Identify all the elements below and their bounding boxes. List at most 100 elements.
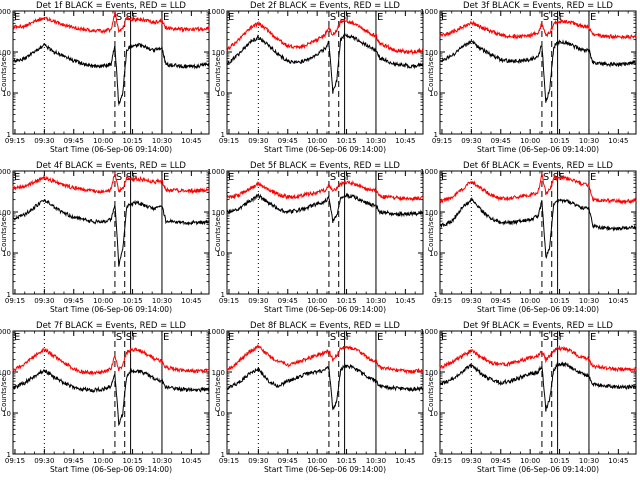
- data-point: [130, 19, 132, 21]
- data-point: [623, 369, 625, 370]
- data-point: [118, 190, 120, 192]
- data-point: [165, 366, 167, 368]
- data-point: [510, 60, 511, 62]
- time-marker-label: E: [590, 12, 596, 23]
- data-point: [490, 379, 492, 381]
- data-point: [422, 63, 424, 65]
- chart-panel: Det 5f BLACK = Events, RED = LLD 1 10 100 10…: [207, 161, 424, 314]
- data-point: [461, 208, 462, 210]
- plot-frame: [226, 330, 424, 455]
- data-point: [580, 373, 582, 375]
- time-marker-label: S: [116, 12, 122, 23]
- series-line: [439, 196, 637, 259]
- x-tick-label: 09:30: [248, 457, 268, 465]
- plot-frame: [439, 330, 637, 455]
- data-point: [572, 352, 574, 353]
- x-tick-label: 10:00: [93, 297, 113, 305]
- data-point: [53, 355, 55, 357]
- data-point: [461, 356, 462, 357]
- x-tick-label: 09:15: [432, 297, 452, 305]
- data-point: [529, 59, 531, 61]
- data-point: [541, 44, 543, 46]
- y-tick-label: 1000: [420, 168, 438, 176]
- data-point: [557, 200, 558, 201]
- data-point: [83, 189, 84, 191]
- time-marker-label: S: [340, 172, 346, 183]
- data-point: [161, 20, 163, 22]
- data-point: [328, 366, 330, 368]
- data-point: [344, 20, 345, 22]
- x-tick-label: 10:00: [520, 457, 540, 465]
- data-point: [92, 372, 94, 374]
- data-point: [635, 200, 637, 201]
- data-point: [565, 42, 566, 43]
- series-line: [226, 179, 424, 202]
- data-point: [359, 26, 361, 28]
- y-tick-label: 1000: [0, 8, 11, 16]
- data-point: [63, 24, 65, 26]
- x-axis-label: Start Time (06-Sep-06 09:14:00): [477, 305, 599, 314]
- data-point: [238, 361, 240, 362]
- y-tick-label: 10: [2, 90, 11, 98]
- x-tick-label: 09:15: [219, 457, 239, 465]
- data-point: [439, 225, 441, 227]
- data-point: [34, 375, 35, 377]
- data-point: [287, 211, 289, 213]
- y-tick-label: 10: [429, 90, 438, 98]
- time-marker-label: F: [132, 332, 138, 343]
- data-point: [422, 387, 424, 389]
- data-point: [34, 206, 35, 208]
- data-point: [580, 356, 582, 358]
- data-point: [114, 203, 116, 205]
- data-point: [161, 46, 163, 48]
- data-point: [490, 30, 492, 32]
- data-point: [623, 387, 625, 388]
- data-point: [352, 366, 353, 368]
- data-point: [153, 181, 155, 183]
- data-point: [181, 190, 182, 192]
- y-tick-label: 1000: [207, 328, 225, 336]
- data-point: [367, 203, 369, 205]
- x-tick-label: 10:30: [366, 137, 386, 145]
- x-tick-label: 10:00: [307, 297, 327, 305]
- data-point: [208, 189, 210, 191]
- data-point: [43, 349, 45, 351]
- data-point: [519, 60, 521, 62]
- x-tick-label: 10:15: [336, 297, 356, 305]
- data-point: [145, 46, 147, 48]
- x-tick-label: 10:30: [579, 137, 599, 145]
- data-point: [165, 220, 167, 222]
- data-point: [451, 55, 453, 57]
- data-point: [267, 189, 269, 191]
- data-point: [332, 409, 334, 411]
- data-point: [114, 12, 116, 14]
- x-tick-label: 10:00: [520, 137, 540, 145]
- data-point: [565, 200, 566, 201]
- series-line: [12, 347, 210, 376]
- series-line: [226, 32, 424, 94]
- data-point: [63, 212, 65, 214]
- data-point: [181, 65, 182, 67]
- data-point: [43, 44, 45, 46]
- data-point: [451, 197, 453, 199]
- x-tick-label: 09:30: [248, 137, 268, 145]
- time-marker-label: F: [559, 12, 565, 23]
- data-point: [623, 227, 625, 229]
- data-point: [126, 49, 128, 51]
- data-point: [316, 53, 318, 55]
- chart-panel: Det 9f BLACK = Events, RED = LLD 1 10 100 10…: [420, 321, 637, 474]
- data-point: [110, 29, 112, 31]
- x-tick-label: 10:45: [608, 457, 628, 465]
- data-point: [529, 357, 531, 359]
- data-point: [287, 364, 289, 366]
- data-point: [63, 362, 65, 363]
- plot-frame: [226, 170, 424, 295]
- data-point: [588, 359, 590, 361]
- data-point: [24, 25, 26, 27]
- data-point: [102, 30, 104, 32]
- data-point: [297, 209, 298, 211]
- data-point: [238, 382, 240, 384]
- series-line: [439, 18, 637, 40]
- x-tick-label: 09:45: [278, 457, 298, 465]
- data-point: [500, 364, 502, 366]
